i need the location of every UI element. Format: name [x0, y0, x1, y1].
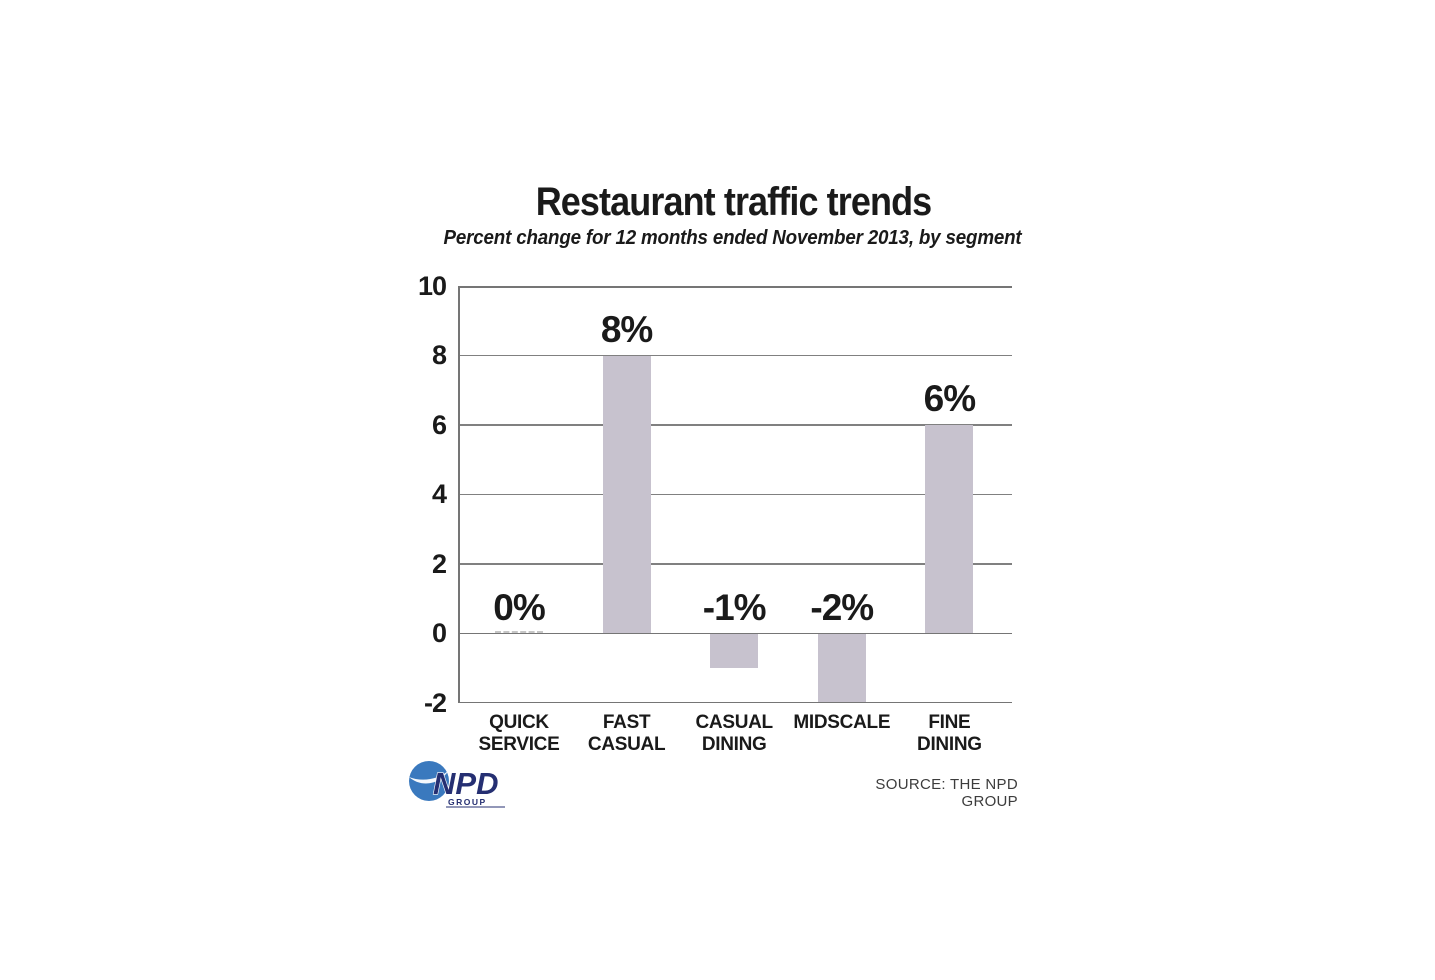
plot-area: 10 8 6 4 2 0 -2 0% QUICK SERVICE 8% FAST CASUAL -1%…	[418, 272, 1012, 755]
y-tick-label-8: 8	[431, 340, 447, 370]
bar-value-casual-dining: -1%	[702, 586, 767, 628]
gridline-4	[458, 493, 1012, 496]
chart-title: Restaurant traffic trends	[535, 180, 933, 224]
globe-swoosh	[409, 770, 449, 784]
logo-subtext: GROUP	[448, 797, 487, 807]
x-label-casual-dining: CASUAL DINING	[695, 712, 774, 755]
bar-value-fast-casual: 8%	[600, 308, 653, 350]
y-tick-label-10: 10	[417, 270, 447, 301]
bar-value-midscale: -2%	[810, 586, 874, 628]
npd-group-logo: NPD GROUP	[408, 755, 508, 811]
y-tick-label-2: 2	[431, 548, 447, 579]
y-tick-label-0: 0	[431, 618, 447, 648]
zero-bar-quick-service	[495, 630, 543, 634]
y-tick-label-6: 6	[431, 409, 447, 440]
gridline-2	[458, 563, 1012, 565]
source-attribution: SOURCE: THE NPD GROUP	[875, 776, 1018, 810]
y-tick-label--2: -2	[423, 687, 447, 718]
bar-midscale	[817, 633, 866, 703]
gridline-6	[458, 424, 1012, 426]
y-tick-label-4: 4	[431, 479, 447, 509]
gridline-0	[458, 632, 1012, 635]
x-label-quick-service: QUICK SERVICE	[478, 712, 560, 755]
y-axis-line	[458, 286, 460, 703]
x-label-fast-casual: FAST CASUAL	[587, 712, 666, 755]
x-label-midscale: MIDSCALE	[793, 712, 891, 733]
gridline--2	[458, 701, 1012, 703]
gridline-10	[458, 286, 1012, 288]
logo-text: NPD	[433, 766, 498, 801]
bar-value-fine-dining: 6%	[923, 378, 976, 419]
bar-value-quick-service: 0%	[493, 586, 545, 628]
bar-fine-dining	[925, 425, 974, 634]
gridline-8	[458, 354, 1012, 357]
chart-subtitle: Percent change for 12 months ended Novem…	[443, 227, 1022, 249]
bar-casual-dining	[710, 633, 759, 669]
bar-fast-casual	[602, 355, 651, 634]
x-label-fine-dining: FINE DINING	[917, 712, 982, 755]
